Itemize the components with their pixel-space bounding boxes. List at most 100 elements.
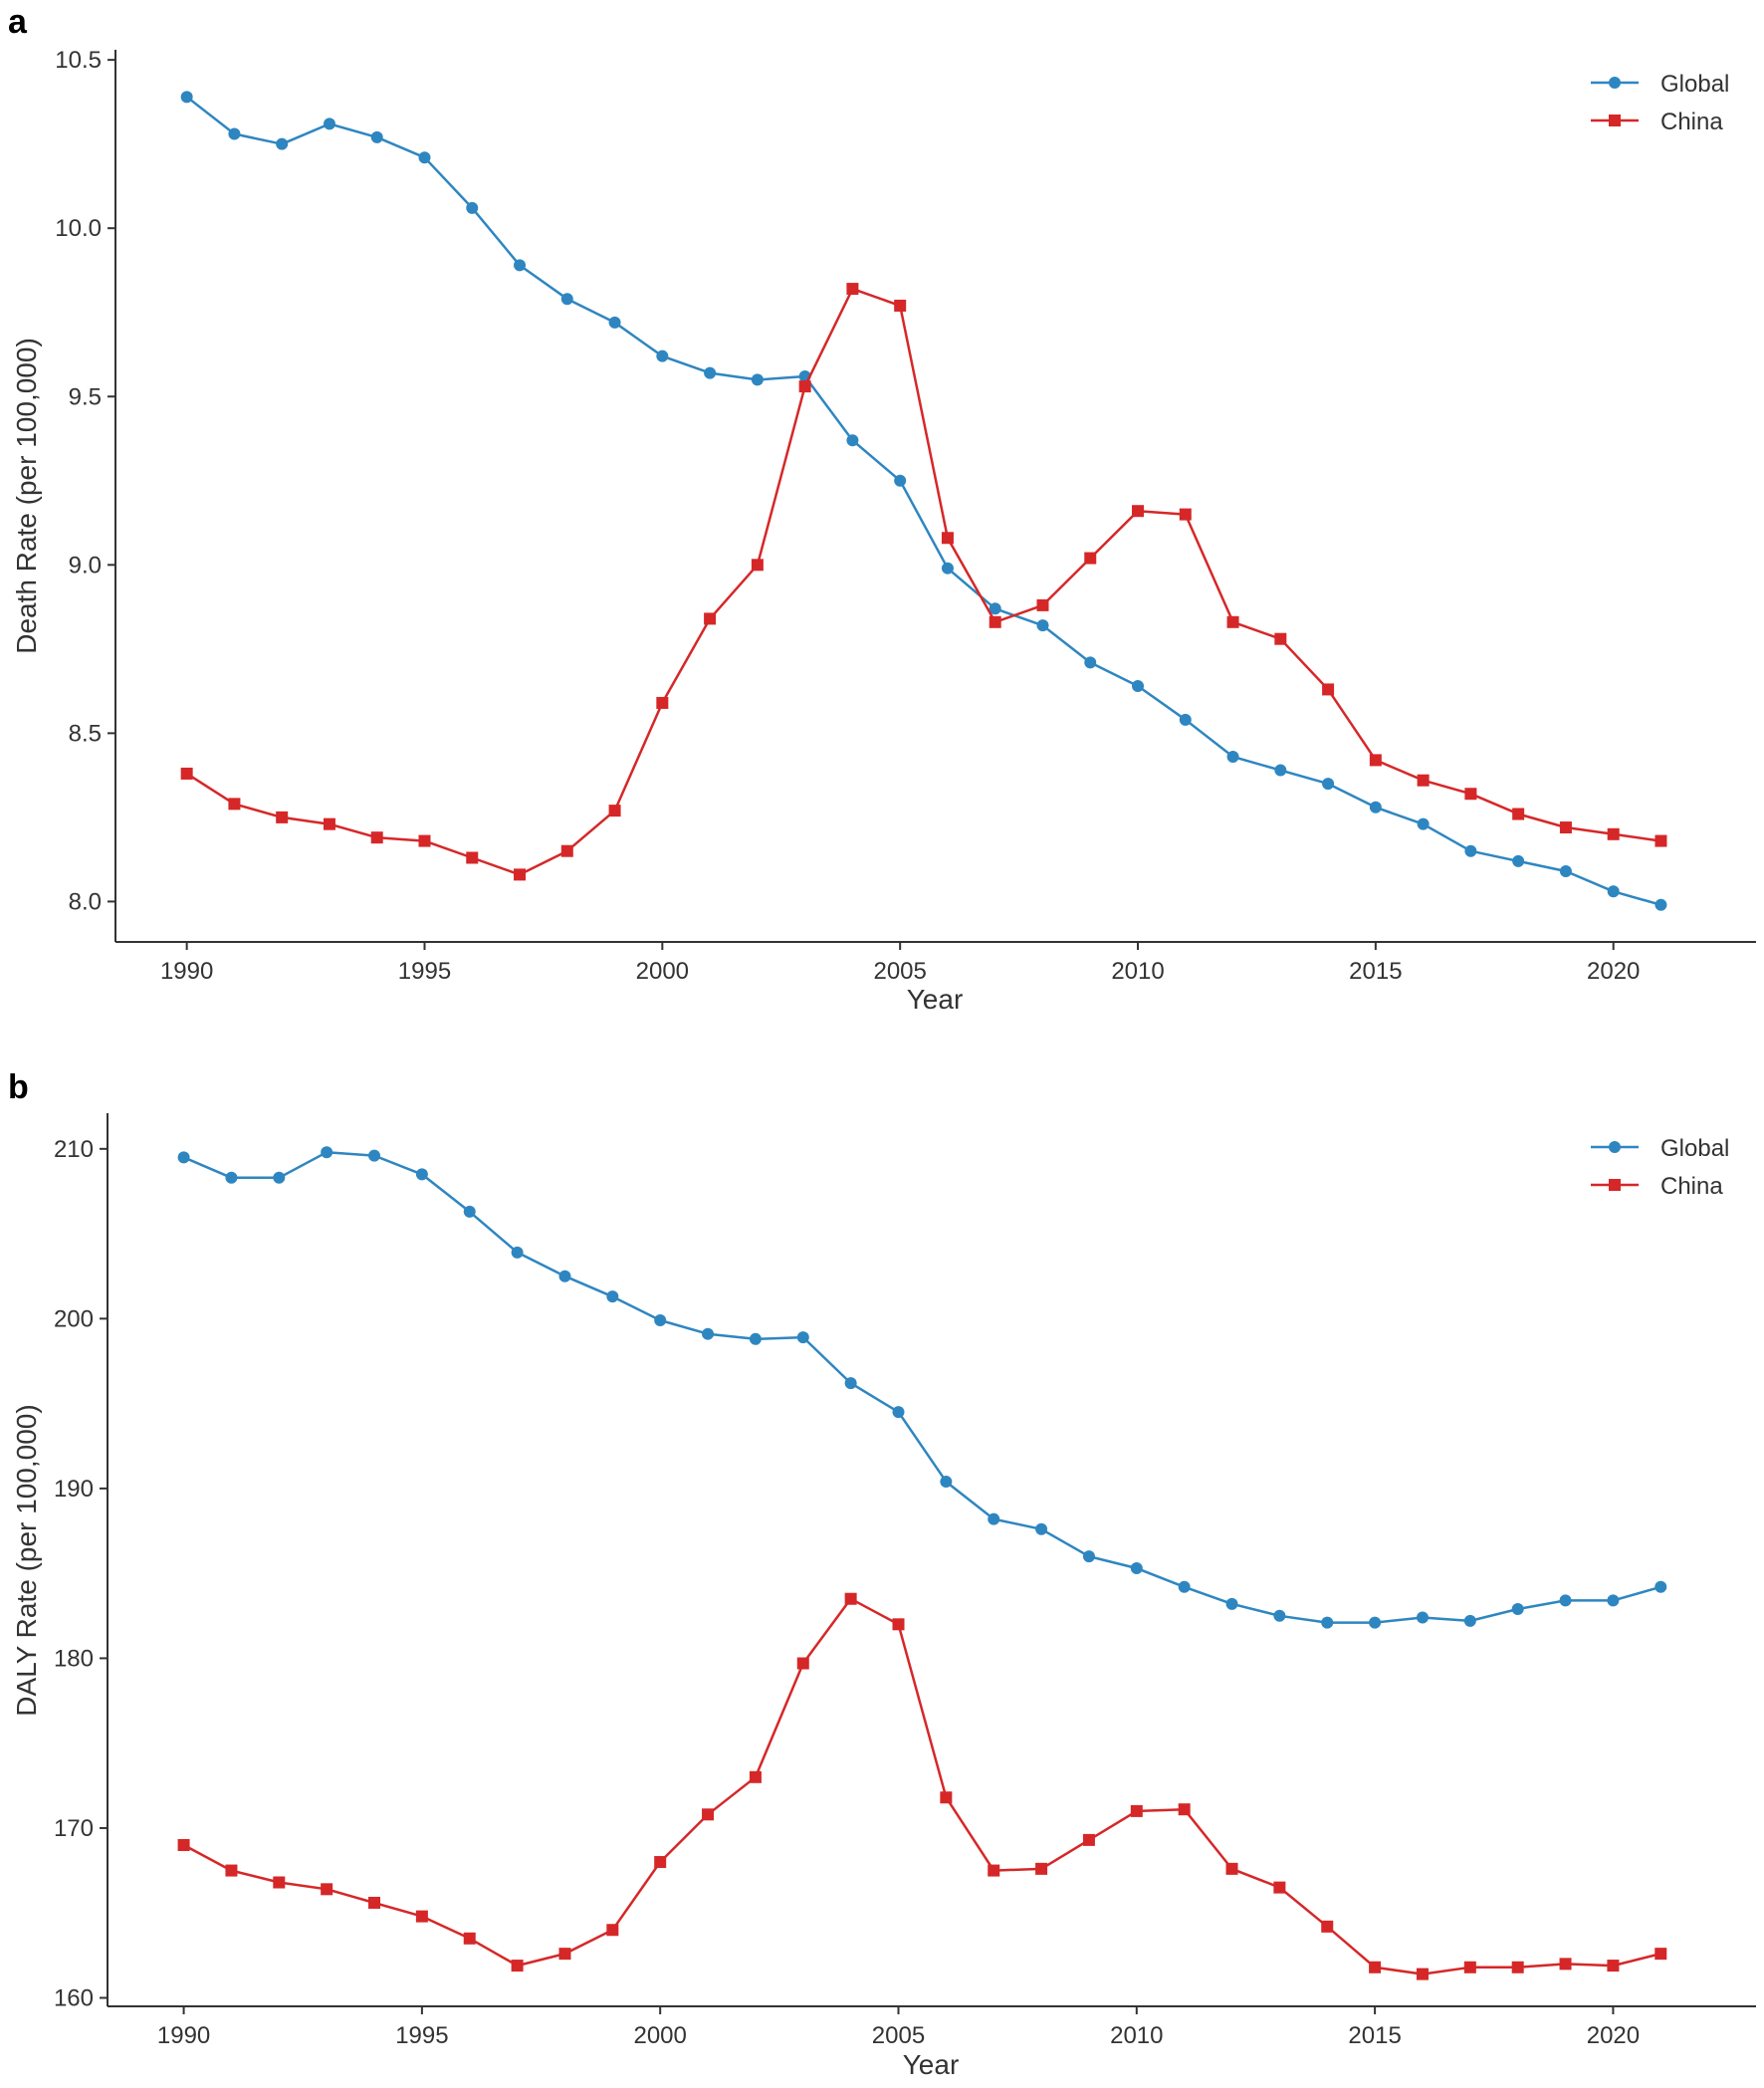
data-point-global-2018: [1512, 854, 1525, 867]
data-point-china-2000: [656, 696, 669, 709]
data-point-global-2008: [1036, 619, 1049, 632]
data-point-china-2002: [751, 559, 764, 572]
series-line-global: [185, 96, 1661, 907]
data-point-china-2020: [1607, 827, 1620, 840]
data-point-china-2006: [940, 1791, 953, 1804]
data-point-global-2011: [1178, 1580, 1191, 1593]
data-point-china-2008: [1035, 1862, 1048, 1875]
data-point-china-2019: [1559, 821, 1572, 834]
data-point-china-1996: [463, 1932, 476, 1945]
data-point-global-2013: [1273, 1609, 1286, 1622]
legend-label-global: Global: [1660, 71, 1729, 98]
data-point-global-2011: [1179, 713, 1192, 726]
y-tick-label: 210: [54, 1136, 94, 1163]
data-point-china-2018: [1512, 808, 1525, 820]
data-point-china-2013: [1274, 632, 1287, 645]
x-tick-label: 1995: [398, 958, 451, 985]
data-point-global-2017: [1464, 844, 1477, 857]
data-point-china-2012: [1225, 1862, 1238, 1875]
data-point-china-2004: [846, 283, 859, 296]
x-tick-label: 1995: [395, 2022, 448, 2049]
series-line-china: [186, 287, 1661, 876]
y-tick-label: 10.0: [55, 215, 102, 242]
data-point-china-1998: [558, 1948, 571, 1961]
data-point-global-1999: [606, 1290, 619, 1303]
data-point-china-2016: [1416, 1968, 1429, 1980]
y-tick-label: 180: [54, 1645, 94, 1672]
data-point-global-2019: [1559, 1594, 1572, 1607]
data-point-global-1994: [370, 130, 383, 143]
data-point-china-2010: [1132, 505, 1145, 518]
data-point-global-1995: [415, 1168, 428, 1181]
data-point-china-2005: [892, 1618, 905, 1631]
data-point-china-2005: [894, 299, 907, 312]
data-point-china-2011: [1179, 508, 1192, 521]
data-point-china-2006: [941, 532, 954, 545]
data-point-global-1992: [273, 1171, 286, 1184]
data-point-china-2019: [1559, 1958, 1572, 1971]
x-tick-label: 2005: [872, 2022, 925, 2049]
data-point-china-1996: [466, 851, 479, 864]
data-point-china-2017: [1464, 788, 1477, 801]
data-point-china-2008: [1036, 598, 1049, 611]
data-point-china-1998: [560, 844, 573, 857]
legend-label-global: Global: [1660, 1135, 1729, 1162]
x-tick-label: 2000: [633, 2022, 686, 2049]
y-tick-label: 9.5: [69, 383, 102, 410]
x-tick-label: 1990: [160, 958, 213, 985]
legend-label-china: China: [1660, 1173, 1723, 1200]
data-point-global-2017: [1463, 1614, 1476, 1627]
chart-panel-a: a 1990 1995 2000 2005 2010 2015 2020 8.0 8.5 9.0 9…: [8, 3, 1756, 1015]
data-point-global-2021: [1654, 1580, 1667, 1593]
legend-marker-china: [1609, 1179, 1621, 1191]
data-point-china-1990: [180, 767, 193, 780]
data-point-global-2001: [702, 1327, 715, 1340]
data-point-global-2007: [988, 1512, 1000, 1525]
series-line-china: [183, 1597, 1661, 1975]
data-point-china-2020: [1607, 1960, 1620, 1972]
legend-marker-global: [1609, 1141, 1621, 1153]
x-tick-label: 2010: [1111, 958, 1164, 985]
series-layer: [180, 91, 1667, 911]
data-point-china-2001: [704, 612, 717, 625]
y-tick-label: 10.5: [55, 47, 102, 74]
data-point-china-2009: [1084, 552, 1097, 565]
y-axis-title: DALY Rate (per 100,000): [11, 1404, 42, 1716]
y-tick-label: 8.0: [69, 888, 102, 915]
data-point-global-2009: [1084, 656, 1097, 669]
legend: Global China: [1591, 1135, 1729, 1200]
series-layer: [177, 1146, 1667, 1980]
series-line-global: [183, 1150, 1661, 1624]
data-point-global-2010: [1130, 1562, 1143, 1575]
data-point-china-2021: [1654, 834, 1667, 847]
data-point-china-1993: [321, 1883, 333, 1896]
data-point-china-2015: [1369, 1961, 1382, 1973]
data-point-global-2002: [751, 373, 764, 386]
data-point-china-2021: [1654, 1948, 1667, 1961]
legend-marker-china: [1609, 115, 1621, 126]
data-point-china-2015: [1369, 754, 1382, 767]
chart-panel-b: b 1990 1995 2000 2005 2010 2015 20201601701801…: [8, 1068, 1756, 2080]
data-point-china-2014: [1322, 683, 1335, 696]
data-point-global-2012: [1225, 1597, 1238, 1610]
data-point-china-2001: [702, 1808, 715, 1821]
data-point-global-1993: [321, 1146, 333, 1159]
data-point-global-1993: [323, 117, 335, 130]
data-point-global-2006: [941, 562, 954, 575]
data-point-global-2008: [1035, 1522, 1048, 1535]
x-axis-title: Year: [907, 984, 964, 1015]
data-point-global-2006: [940, 1476, 953, 1489]
y-tick-label: 200: [54, 1305, 94, 1332]
data-point-global-1998: [560, 293, 573, 306]
x-tick-label: 2020: [1587, 958, 1640, 985]
data-point-china-2016: [1417, 774, 1430, 787]
data-point-global-2020: [1607, 885, 1620, 898]
data-point-china-2014: [1321, 1920, 1334, 1933]
data-point-global-1994: [368, 1149, 381, 1162]
data-point-china-1997: [511, 1960, 524, 1972]
panel-label-b: b: [8, 1068, 29, 1106]
x-tick-label: 1990: [157, 2022, 210, 2049]
data-point-global-1996: [466, 201, 479, 214]
data-point-china-1995: [418, 834, 431, 847]
